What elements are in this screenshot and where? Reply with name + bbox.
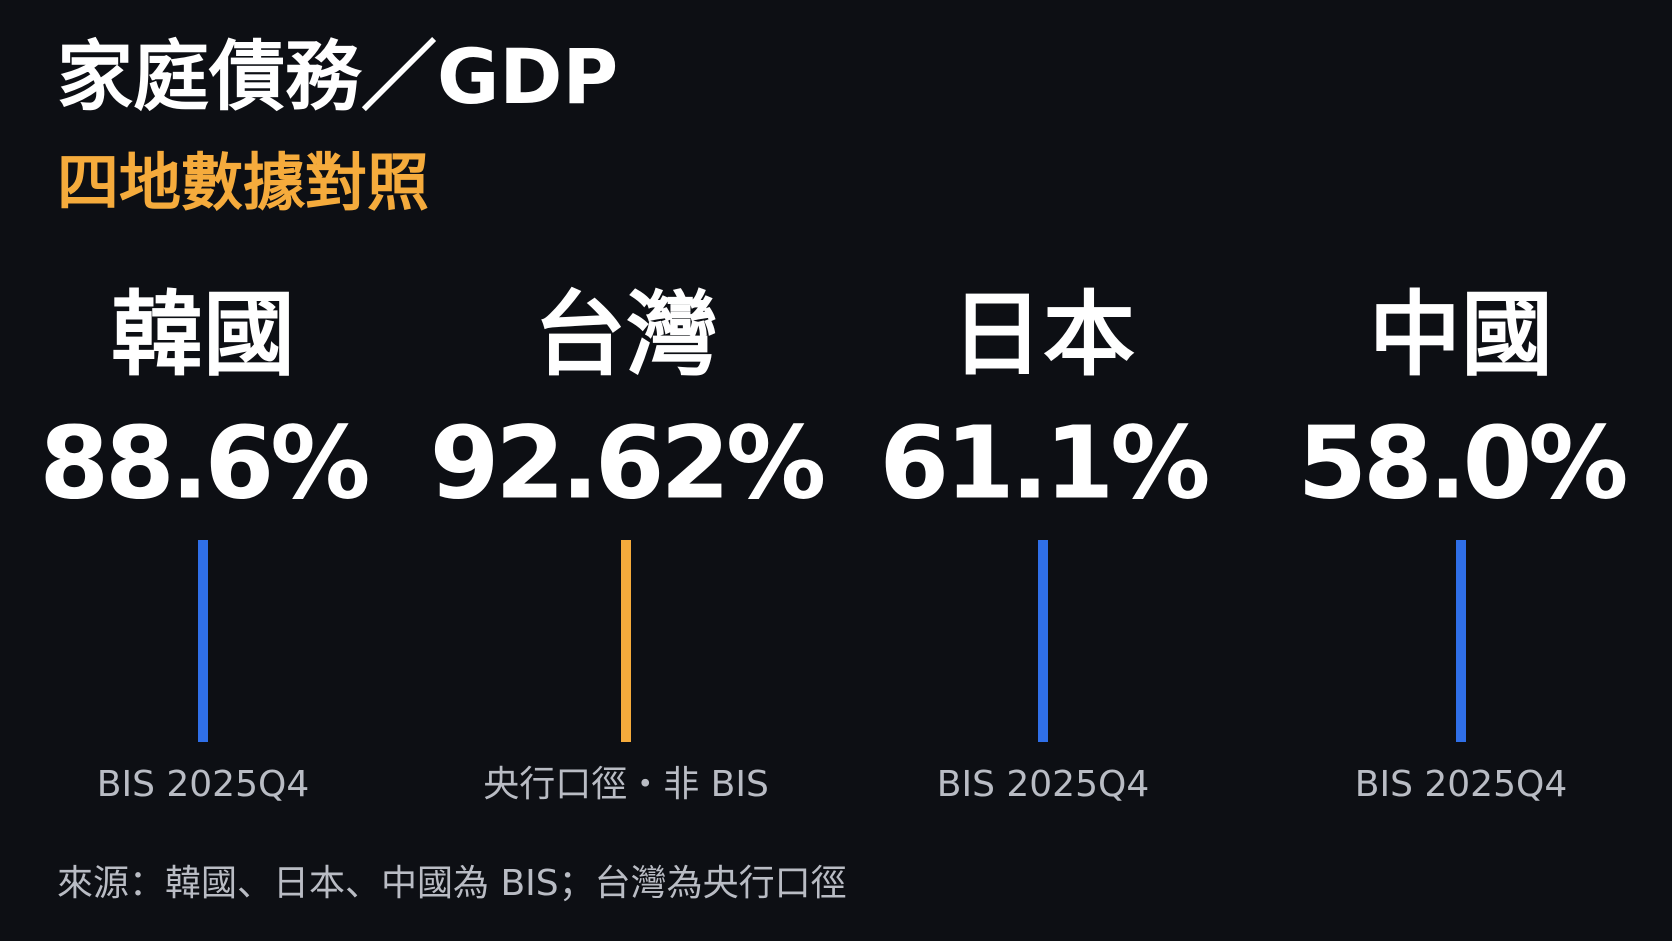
divider (621, 540, 631, 742)
region-name: 台灣 (534, 281, 718, 388)
ratio-value: 61.1% (880, 404, 1209, 521)
subtitle: 四地數據對照 (57, 146, 429, 219)
data-note: BIS 2025Q4 (1355, 764, 1567, 805)
data-note: 央行口徑・非 BIS (483, 764, 769, 805)
ratio-value: 88.6% (40, 404, 369, 521)
region-name: 日本 (951, 281, 1135, 388)
ratio-value: 58.0% (1298, 404, 1627, 521)
data-note: BIS 2025Q4 (937, 764, 1149, 805)
divider (1038, 540, 1048, 742)
ratio-value: 92.62% (430, 404, 824, 521)
columns: 韓國 88.6% BIS 2025Q4 台灣 92.62% 央行口徑・非 BIS 日本 61.… (40, 281, 1631, 805)
data-note: BIS 2025Q4 (97, 764, 309, 805)
divider (198, 540, 208, 742)
region-name: 中國 (1369, 281, 1553, 388)
region-name: 韓國 (111, 281, 295, 388)
divider (1456, 540, 1466, 742)
source: 來源：韓國、日本、中國為 BIS；台灣為央行口徑 (57, 863, 847, 904)
title: 家庭債務／GDP (57, 32, 618, 121)
